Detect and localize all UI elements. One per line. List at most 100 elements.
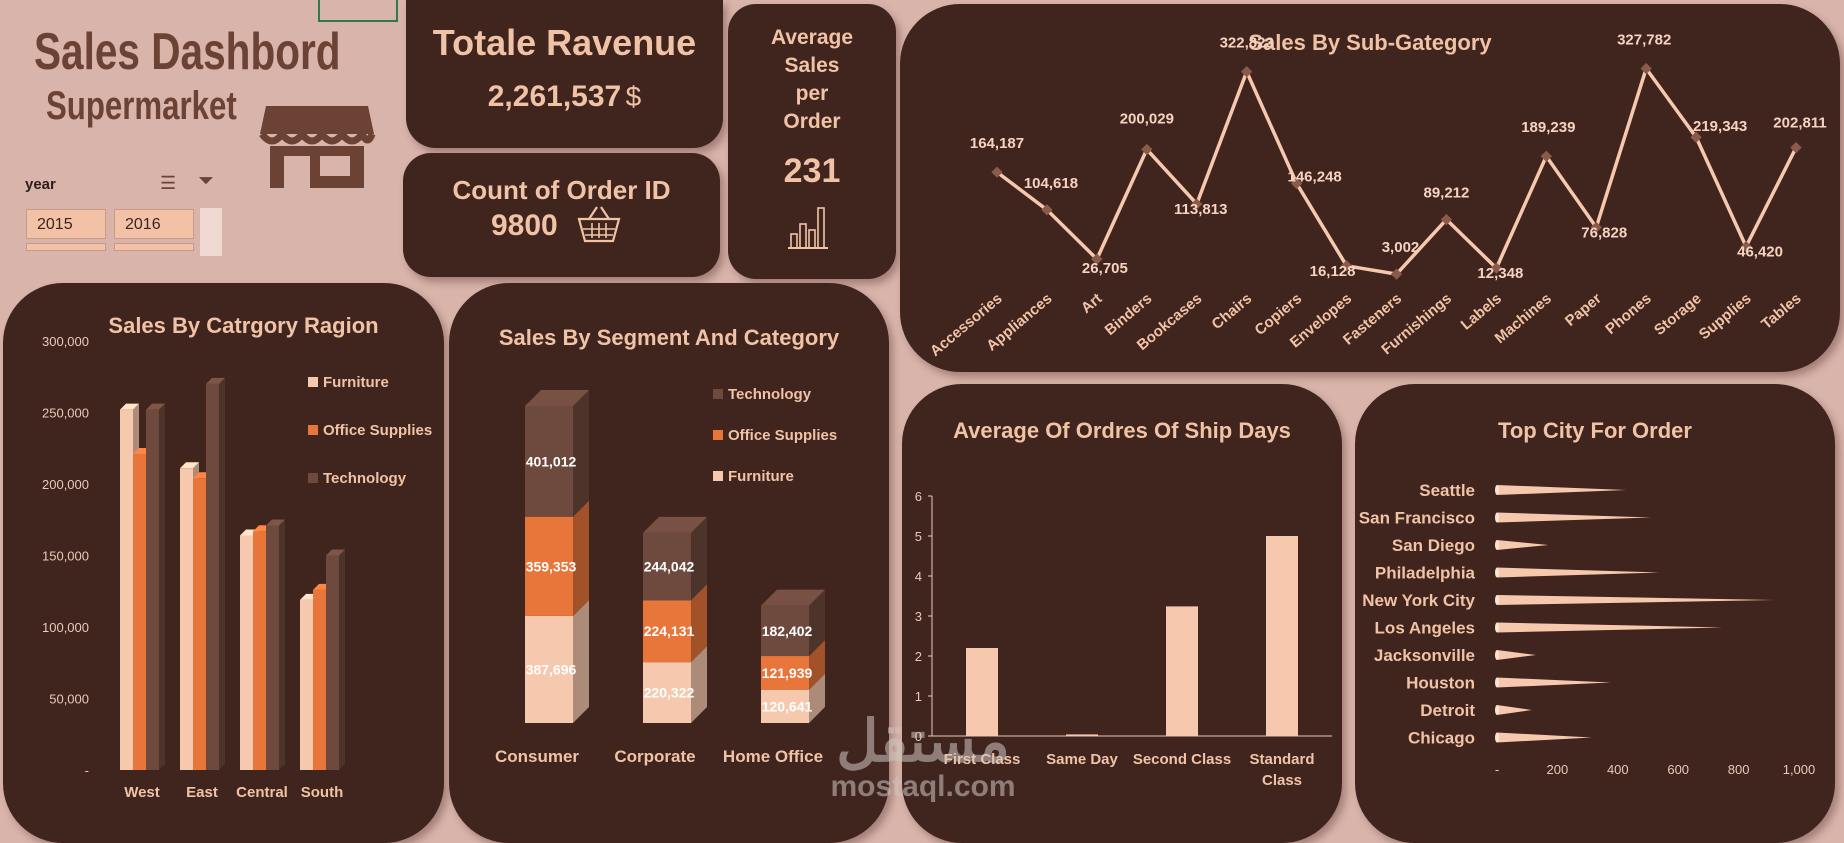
segment-bar [761, 656, 809, 690]
subcategory-data-label: 46,420 [1737, 244, 1783, 261]
segment-data-label: 121,939 [762, 665, 813, 681]
subcategory-marker [1740, 240, 1752, 253]
city-y-tick: Houston [1406, 674, 1475, 693]
segment-bar-side [691, 646, 707, 723]
region-y-tick: - [85, 763, 89, 778]
city-x-tick: 800 [1728, 762, 1750, 777]
subcategory-tick-label: Labels [1458, 290, 1505, 334]
segment-bar-side [691, 516, 707, 601]
segment-legend-swatch [713, 389, 723, 399]
subcategory-marker [1690, 131, 1702, 143]
segment-bar-top [761, 589, 825, 606]
shipdays-y-tick: 1 [915, 689, 922, 704]
subcategory-marker [1041, 204, 1053, 216]
subcategory-tick-label: Paper [1562, 290, 1605, 330]
kpi-orders-title: Count of Order ID [452, 175, 671, 205]
clear-filter-icon[interactable]: ⏷ [198, 170, 214, 192]
kpi-orders-card: Count of Order ID 9800 [403, 153, 720, 277]
segment-data-label: 224,131 [644, 623, 695, 639]
shipdays-y-tick: 5 [915, 529, 922, 544]
shipdays-chart: 0 1 2 3 4 5 6 First Class Same Day Second Class St… [915, 489, 1332, 789]
shipdays-title: Average Of Ordres Of Ship Days [953, 418, 1291, 443]
slicer-scrollbar[interactable] [200, 208, 222, 256]
kpi-average-title-line-1: Average [770, 26, 854, 49]
city-cone-base [1495, 732, 1499, 743]
segment-legend-label: Office Supplies [728, 427, 837, 444]
segment-bar-side [573, 390, 589, 517]
dashboard-title: Sales Dashbord [34, 23, 341, 81]
kpi-revenue-card: Totale Ravenue 2,261,537 $ [406, 0, 723, 148]
segment-x-tick: Consumer [495, 747, 579, 766]
segment-data-label: 387,696 [526, 661, 577, 677]
region-bar [120, 409, 133, 770]
city-cone [1497, 485, 1627, 495]
region-bar-side [339, 549, 345, 770]
city-cone [1497, 732, 1592, 743]
region-bar [133, 453, 146, 770]
segment-data-label: 244,042 [644, 559, 695, 575]
subcategory-marker [1340, 260, 1353, 272]
region-legend-label: Technology [323, 470, 407, 487]
region-y-tick: 300,000 [42, 334, 89, 349]
kpi-average-title-line-3: per [795, 82, 829, 105]
region-bar [180, 468, 193, 770]
city-y-tick: San Francisco [1359, 509, 1475, 528]
multi-select-icon[interactable]: ☰ [160, 173, 177, 193]
segment-data-label: 359,353 [526, 558, 577, 574]
subcategory-data-label: 3,002 [1382, 239, 1420, 256]
city-cone [1497, 705, 1532, 715]
region-legend-label: Office Supplies [323, 422, 432, 439]
subcategory-marker [1091, 253, 1103, 265]
city-cone [1497, 595, 1774, 605]
city-x-tick: 200 [1547, 762, 1569, 777]
region-x-tick: West [124, 784, 160, 801]
kpi-average-title-line-4: Order [783, 110, 841, 133]
segment-bar [525, 615, 573, 723]
region-bar-top [120, 403, 139, 410]
store-icon [259, 106, 376, 188]
region-bar-side [279, 519, 285, 770]
subcategory-data-label: 322,823 [1220, 35, 1274, 52]
segment-bar-side [691, 584, 707, 663]
city-cone-base [1495, 567, 1499, 578]
region-bar [253, 531, 266, 770]
segment-card: Sales By Segment And Category 387,696 359… [449, 283, 889, 843]
city-cone-base [1495, 677, 1499, 688]
subcategory-tick-label: Art [1078, 290, 1106, 317]
subcategory-marker [1191, 198, 1203, 210]
city-cone [1497, 540, 1549, 550]
city-y-tick: San Diego [1392, 536, 1475, 555]
region-legend-swatch [308, 377, 318, 387]
region-bar-side [159, 403, 165, 770]
slicer-button-2016[interactable]: 2016 [114, 209, 194, 239]
segment-legend-swatch [713, 471, 723, 481]
subcategory-data-label: 146,248 [1288, 168, 1342, 185]
segment-bar-side [573, 599, 589, 723]
segment-bar-side [809, 673, 825, 723]
region-legend-label: Furniture [323, 374, 389, 391]
segment-bar [761, 605, 809, 657]
shipdays-y-tick: 6 [915, 489, 922, 504]
segment-bar-side [809, 589, 825, 657]
slicer-button-hidden-2[interactable] [114, 243, 194, 251]
segment-bar-top [525, 390, 589, 406]
segment-bar [643, 532, 691, 601]
dashboard-subtitle: Supermarket [46, 84, 237, 128]
segment-chart: 387,696 359,353 401,012 Consumer 220,322 224,… [495, 386, 837, 766]
slicer-button-hidden-1[interactable] [26, 243, 106, 251]
slicer-button-2015[interactable]: 2015 [26, 209, 106, 239]
subcategory-card: Sales By Sub-Gategory 164,187 Accessories… [900, 4, 1840, 372]
segment-bar [643, 600, 691, 663]
kpi-average-value: 231 [783, 152, 841, 190]
city-cone-base [1495, 650, 1499, 660]
city-cone [1497, 677, 1611, 688]
region-bar [300, 599, 313, 770]
segment-bar [643, 662, 691, 723]
subcategory-marker [1290, 177, 1303, 190]
subcategory-data-label: 200,029 [1120, 110, 1174, 127]
subcategory-data-label: 327,782 [1617, 32, 1671, 49]
region-chart: - 50,000 100,000 150,000 200,000 250,000 300,0… [42, 334, 432, 801]
region-bar-top [146, 403, 165, 410]
region-bar [326, 555, 339, 770]
subcategory-data-label: 16,128 [1310, 263, 1356, 280]
